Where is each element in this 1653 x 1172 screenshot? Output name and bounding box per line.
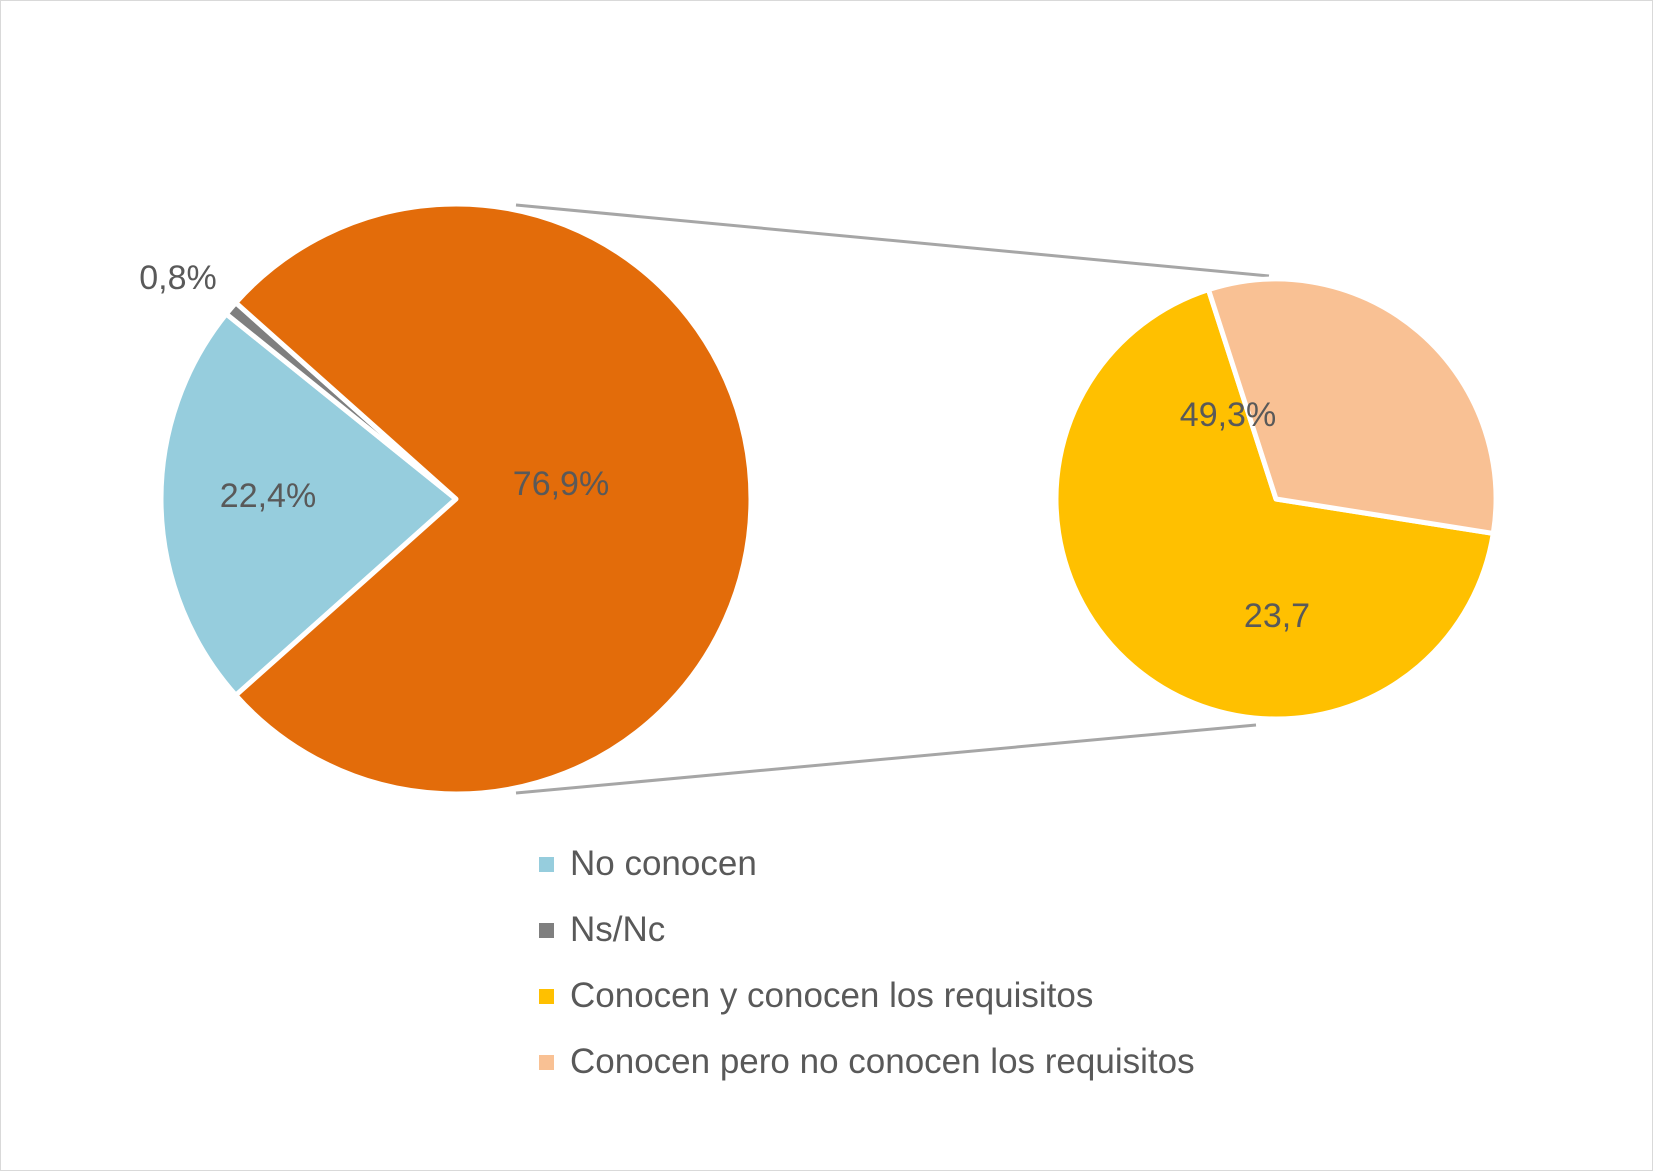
legend-swatch (539, 988, 554, 1004)
data-label-ns-nc: 0,8% (139, 259, 217, 297)
pie-slice (158, 311, 459, 698)
legend-swatch (539, 1054, 554, 1070)
legend-label: Conocen y conocen los requisitos (570, 976, 1094, 1015)
data-label-conocen: 76,9% (513, 465, 609, 503)
legend: No conocen Ns/Nc Conocen y conocen los r… (539, 831, 1195, 1095)
pie-slice (233, 201, 754, 797)
legend-item: Ns/Nc (539, 897, 1195, 963)
pie-slice (1205, 276, 1499, 536)
legend-label: No conocen (570, 844, 757, 883)
data-label-conocen-requisitos: 49,3% (1180, 396, 1276, 434)
pie-slice (1053, 287, 1496, 722)
secondary-pie (1053, 276, 1499, 722)
legend-swatch (539, 922, 554, 938)
legend-swatch (539, 856, 554, 872)
main-pie (158, 201, 754, 797)
legend-item: Conocen y conocen los requisitos (539, 963, 1195, 1029)
connector-line (515, 723, 1257, 795)
data-labels: 22,4% 0,8% 76,9% 49,3% 23,7 (139, 259, 1310, 635)
data-label-no-conocen: 22,4% (220, 477, 316, 515)
connector-lines (515, 203, 1270, 795)
legend-label: Conocen pero no conocen los requisitos (570, 1042, 1195, 1081)
legend-item: No conocen (539, 831, 1195, 897)
data-label-conocen-no-requisitos: 23,7 (1244, 597, 1310, 635)
legend-label: Ns/Nc (570, 910, 666, 949)
connector-line (515, 203, 1270, 278)
legend-item: Conocen pero no conocen los requisitos (539, 1029, 1195, 1095)
